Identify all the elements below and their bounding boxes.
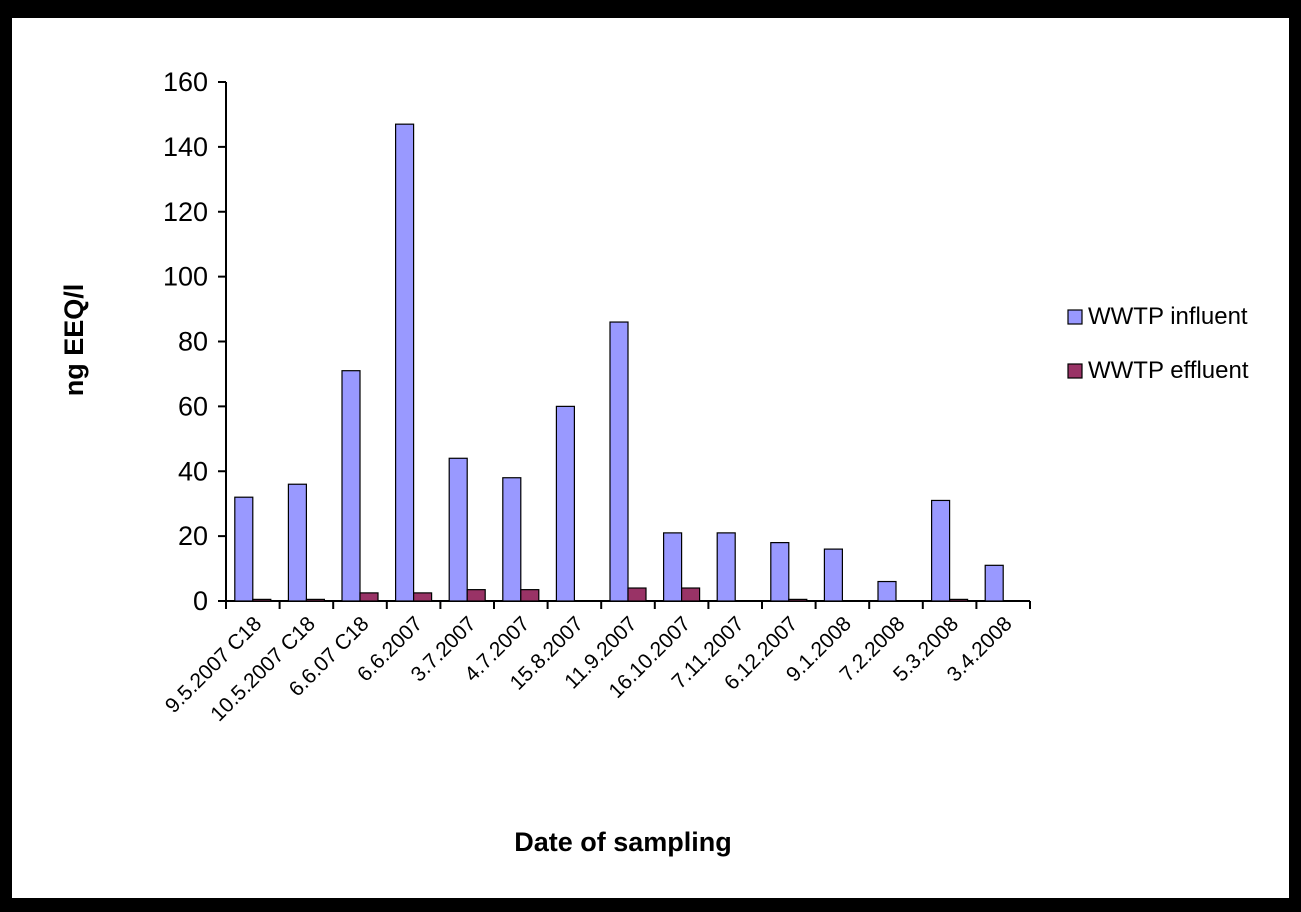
legend-swatch — [1067, 363, 1083, 379]
y-tick-label: 160 — [163, 67, 208, 97]
bar-influent — [823, 548, 844, 602]
bar-effluent — [466, 589, 486, 602]
bar-influent — [287, 483, 307, 602]
bar-effluent — [627, 587, 647, 602]
bar-influent — [448, 457, 468, 602]
bar-influent — [395, 123, 415, 602]
x-axis-title: Date of sampling — [514, 827, 732, 857]
bar-effluent — [359, 592, 379, 602]
chart-panel — [12, 18, 1289, 898]
bar-influent — [609, 321, 629, 602]
bar-effluent — [520, 589, 540, 602]
y-tick-label: 0 — [193, 586, 208, 616]
bar-influent — [984, 564, 1004, 602]
bar-effluent — [948, 598, 969, 602]
bar-influent — [234, 496, 254, 602]
bar-influent — [716, 532, 736, 602]
bar-influent — [877, 580, 897, 602]
bar-influent — [930, 499, 951, 602]
bar-influent — [555, 405, 576, 602]
y-tick-label: 120 — [163, 197, 208, 227]
bar-influent — [662, 532, 683, 602]
y-tick-label: 140 — [163, 132, 208, 162]
legend: WWTP influent WWTP effluent — [1067, 303, 1249, 384]
legend-label: WWTP effluent — [1088, 357, 1249, 384]
bar-effluent — [680, 587, 701, 602]
bar-effluent — [788, 598, 808, 602]
bar-influent — [502, 477, 522, 602]
y-tick-label: 40 — [178, 456, 208, 486]
bar-effluent — [413, 592, 433, 602]
y-tick-label: 60 — [178, 391, 208, 421]
y-axis-title: ng EEQ/l — [59, 284, 89, 397]
legend-swatch — [1067, 309, 1083, 325]
y-tick-label: 20 — [178, 521, 208, 551]
bar-influent — [770, 542, 790, 602]
bar-effluent — [305, 598, 325, 602]
bar-effluent — [252, 598, 272, 602]
legend-label: WWTP influent — [1088, 303, 1248, 330]
bar-influent — [341, 370, 361, 602]
y-tick-label: 100 — [163, 262, 208, 292]
y-tick-label: 80 — [178, 327, 208, 357]
